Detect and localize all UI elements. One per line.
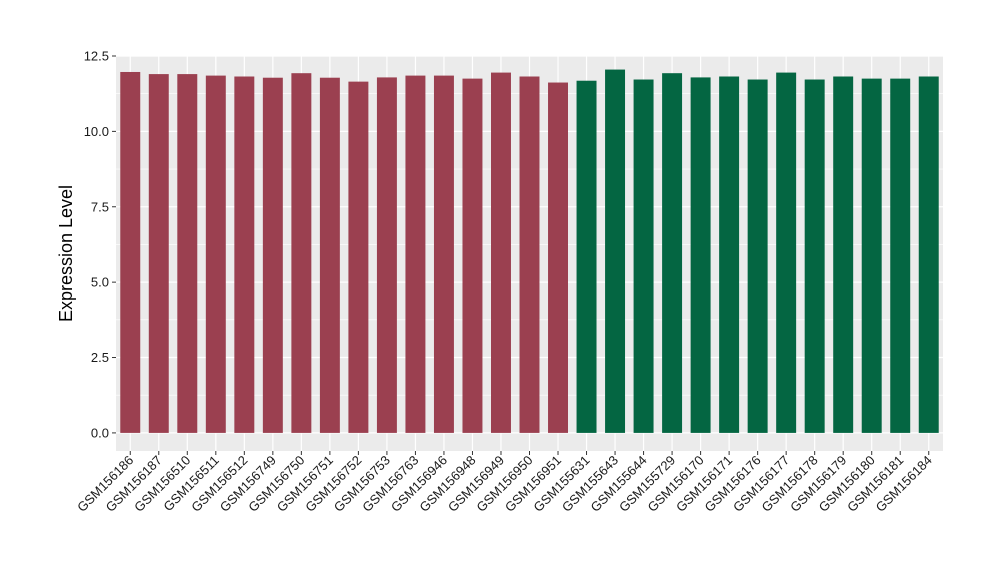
bar-gsm156186	[120, 71, 141, 433]
x-axis: GSM156186GSM156187GSM156510GSM156511GSM1…	[74, 451, 935, 515]
y-axis: 0.0 2.5 5.0 7.5 10.0 12.5	[84, 49, 116, 440]
bar-gsm156184	[918, 76, 939, 433]
bar-gsm156951	[548, 82, 568, 433]
bar-gsm156171	[719, 76, 740, 433]
y-tick-label: 2.5	[91, 350, 109, 365]
bar-gsm156749	[262, 77, 283, 433]
bar-gsm156180	[861, 78, 882, 433]
bar-gsm156176	[747, 79, 768, 433]
bar-gsm156177	[776, 72, 797, 433]
bar-gsm155644	[633, 79, 654, 433]
bar-gsm156511	[205, 75, 226, 433]
bars	[120, 69, 939, 433]
bar-gsm156763	[405, 75, 426, 433]
y-tick-label: 10.0	[84, 124, 109, 139]
bar-gsm156950	[519, 76, 540, 433]
y-tick-label: 7.5	[91, 199, 109, 214]
bar-gsm156751	[319, 77, 340, 433]
y-tick-label: 0.0	[91, 425, 109, 440]
bar-gsm155729	[662, 73, 683, 433]
bar-gsm156179	[833, 76, 854, 433]
bar-gsm156510	[177, 74, 198, 433]
bar-gsm156946	[433, 75, 454, 433]
bar-gsm156753	[376, 77, 397, 433]
bar-gsm156948	[462, 78, 483, 433]
y-axis-title: Expression Level	[56, 185, 76, 322]
bar-gsm156181	[890, 78, 911, 433]
bar-gsm155643	[605, 69, 626, 433]
y-tick-label: 12.5	[84, 49, 109, 64]
bar-gsm156949	[491, 72, 511, 433]
bar-gsm156752	[348, 81, 369, 433]
bar-gsm156512	[234, 76, 255, 433]
y-tick-label: 5.0	[91, 275, 109, 290]
bar-gsm156750	[291, 73, 312, 433]
bar-gsm156178	[804, 79, 825, 433]
bar-gsm156170	[690, 77, 711, 433]
bar-gsm156187	[148, 74, 169, 433]
bar-gsm155631	[576, 80, 597, 433]
